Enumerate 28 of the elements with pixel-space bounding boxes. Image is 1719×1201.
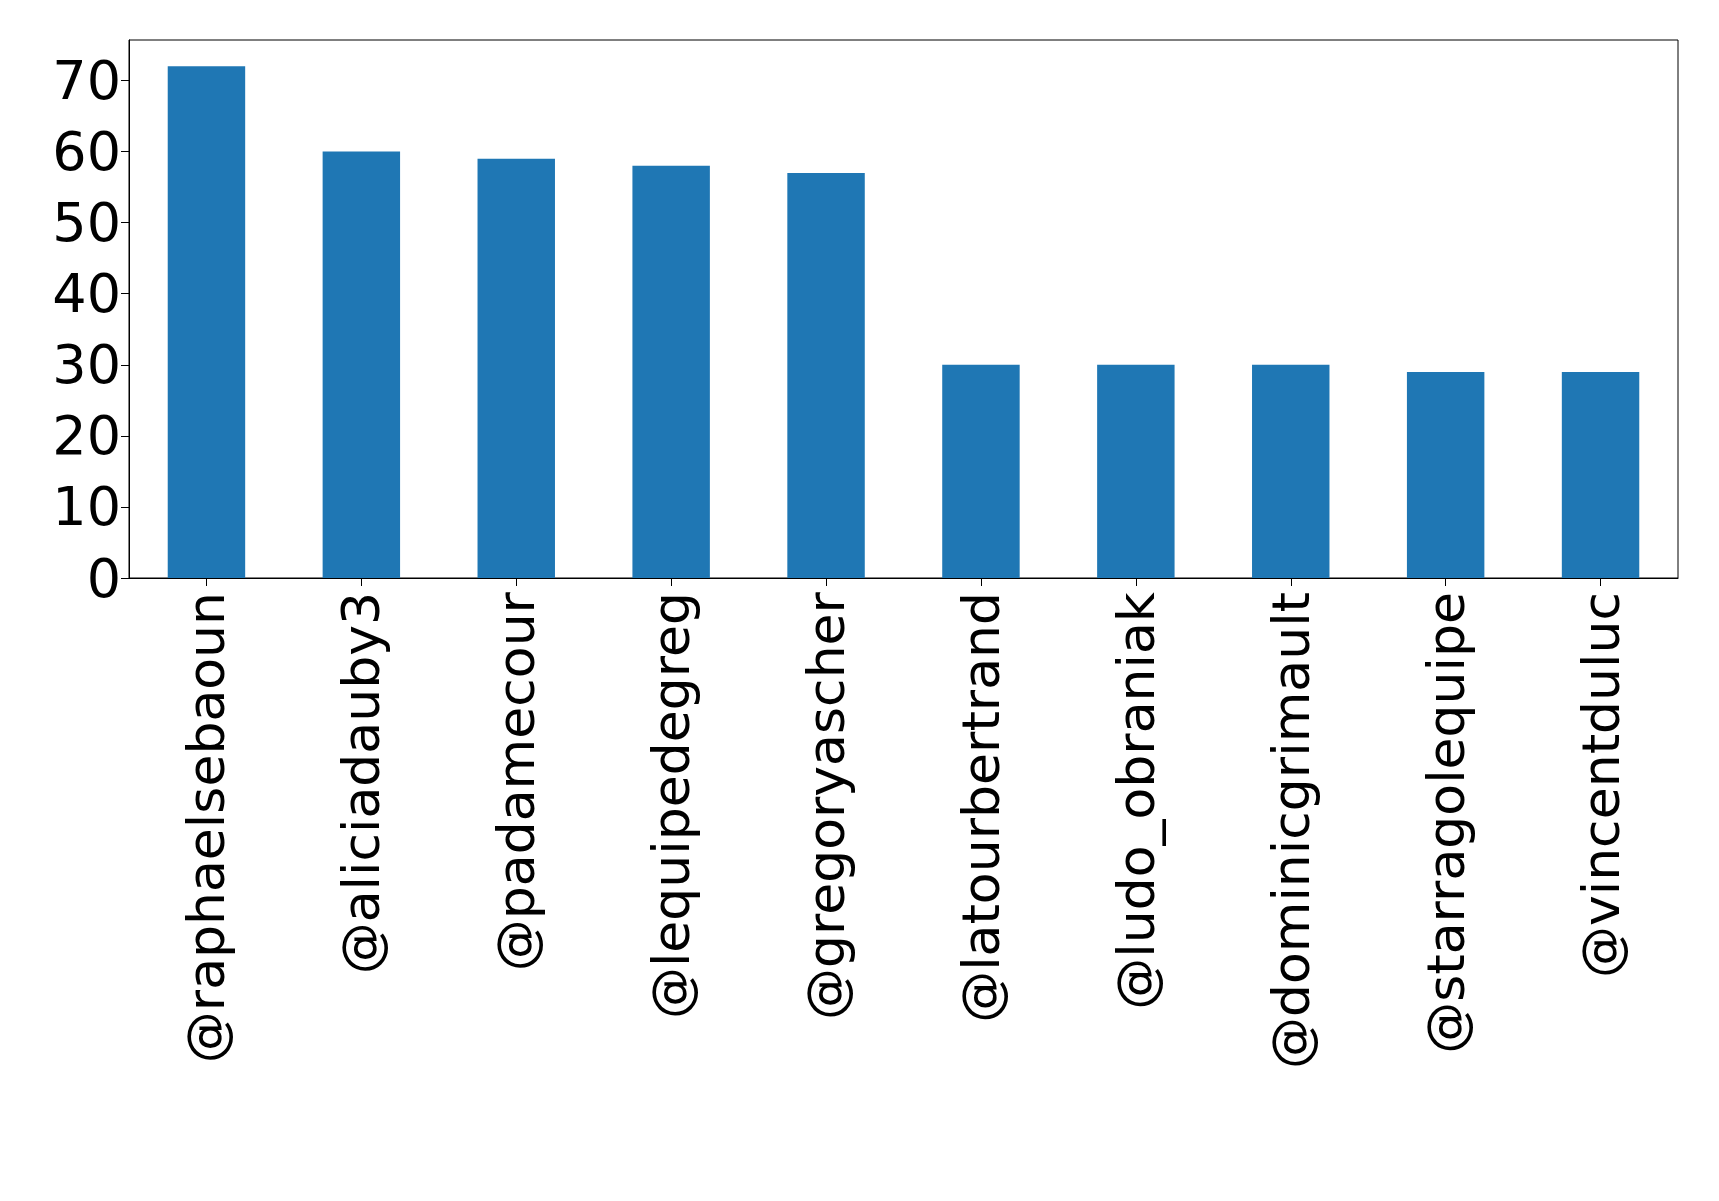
x-tick-label: @dominicgrimault: [1260, 592, 1321, 1070]
bar: [1252, 364, 1330, 578]
bar: [632, 165, 710, 578]
x-tick-label: @starragolequipe: [1415, 592, 1476, 1054]
x-tick-label: @ludo_obraniak: [1105, 592, 1166, 1010]
x-tick-label: @lequipedegreg: [641, 592, 702, 1020]
bar: [322, 151, 401, 578]
bar: [942, 364, 1020, 578]
bar: [1561, 371, 1640, 578]
y-tick-label: 50: [52, 191, 121, 255]
bar: [167, 66, 246, 578]
y-tick-label: 60: [52, 120, 121, 184]
y-tick-label: 30: [52, 333, 121, 397]
bar: [1406, 371, 1485, 578]
x-tick-label: @vincentduluc: [1570, 592, 1631, 979]
x-tick-label: @gregoryascher: [796, 591, 857, 1021]
y-tick-label: 70: [52, 49, 121, 113]
x-tick-label: @raphaelsebaoun: [176, 592, 237, 1064]
y-tick-label: 0: [86, 546, 121, 610]
y-tick-label: 40: [52, 262, 121, 326]
bar: [787, 172, 865, 578]
bar: [1097, 364, 1175, 578]
bar: [477, 158, 555, 578]
x-tick-label: @aliciadauby3: [331, 592, 392, 975]
x-tick-label: @latourbertrand: [950, 592, 1011, 1023]
y-tick-label: 10: [52, 475, 121, 539]
x-tick-label: @padamecour: [486, 591, 547, 972]
y-tick-label: 20: [52, 404, 121, 468]
